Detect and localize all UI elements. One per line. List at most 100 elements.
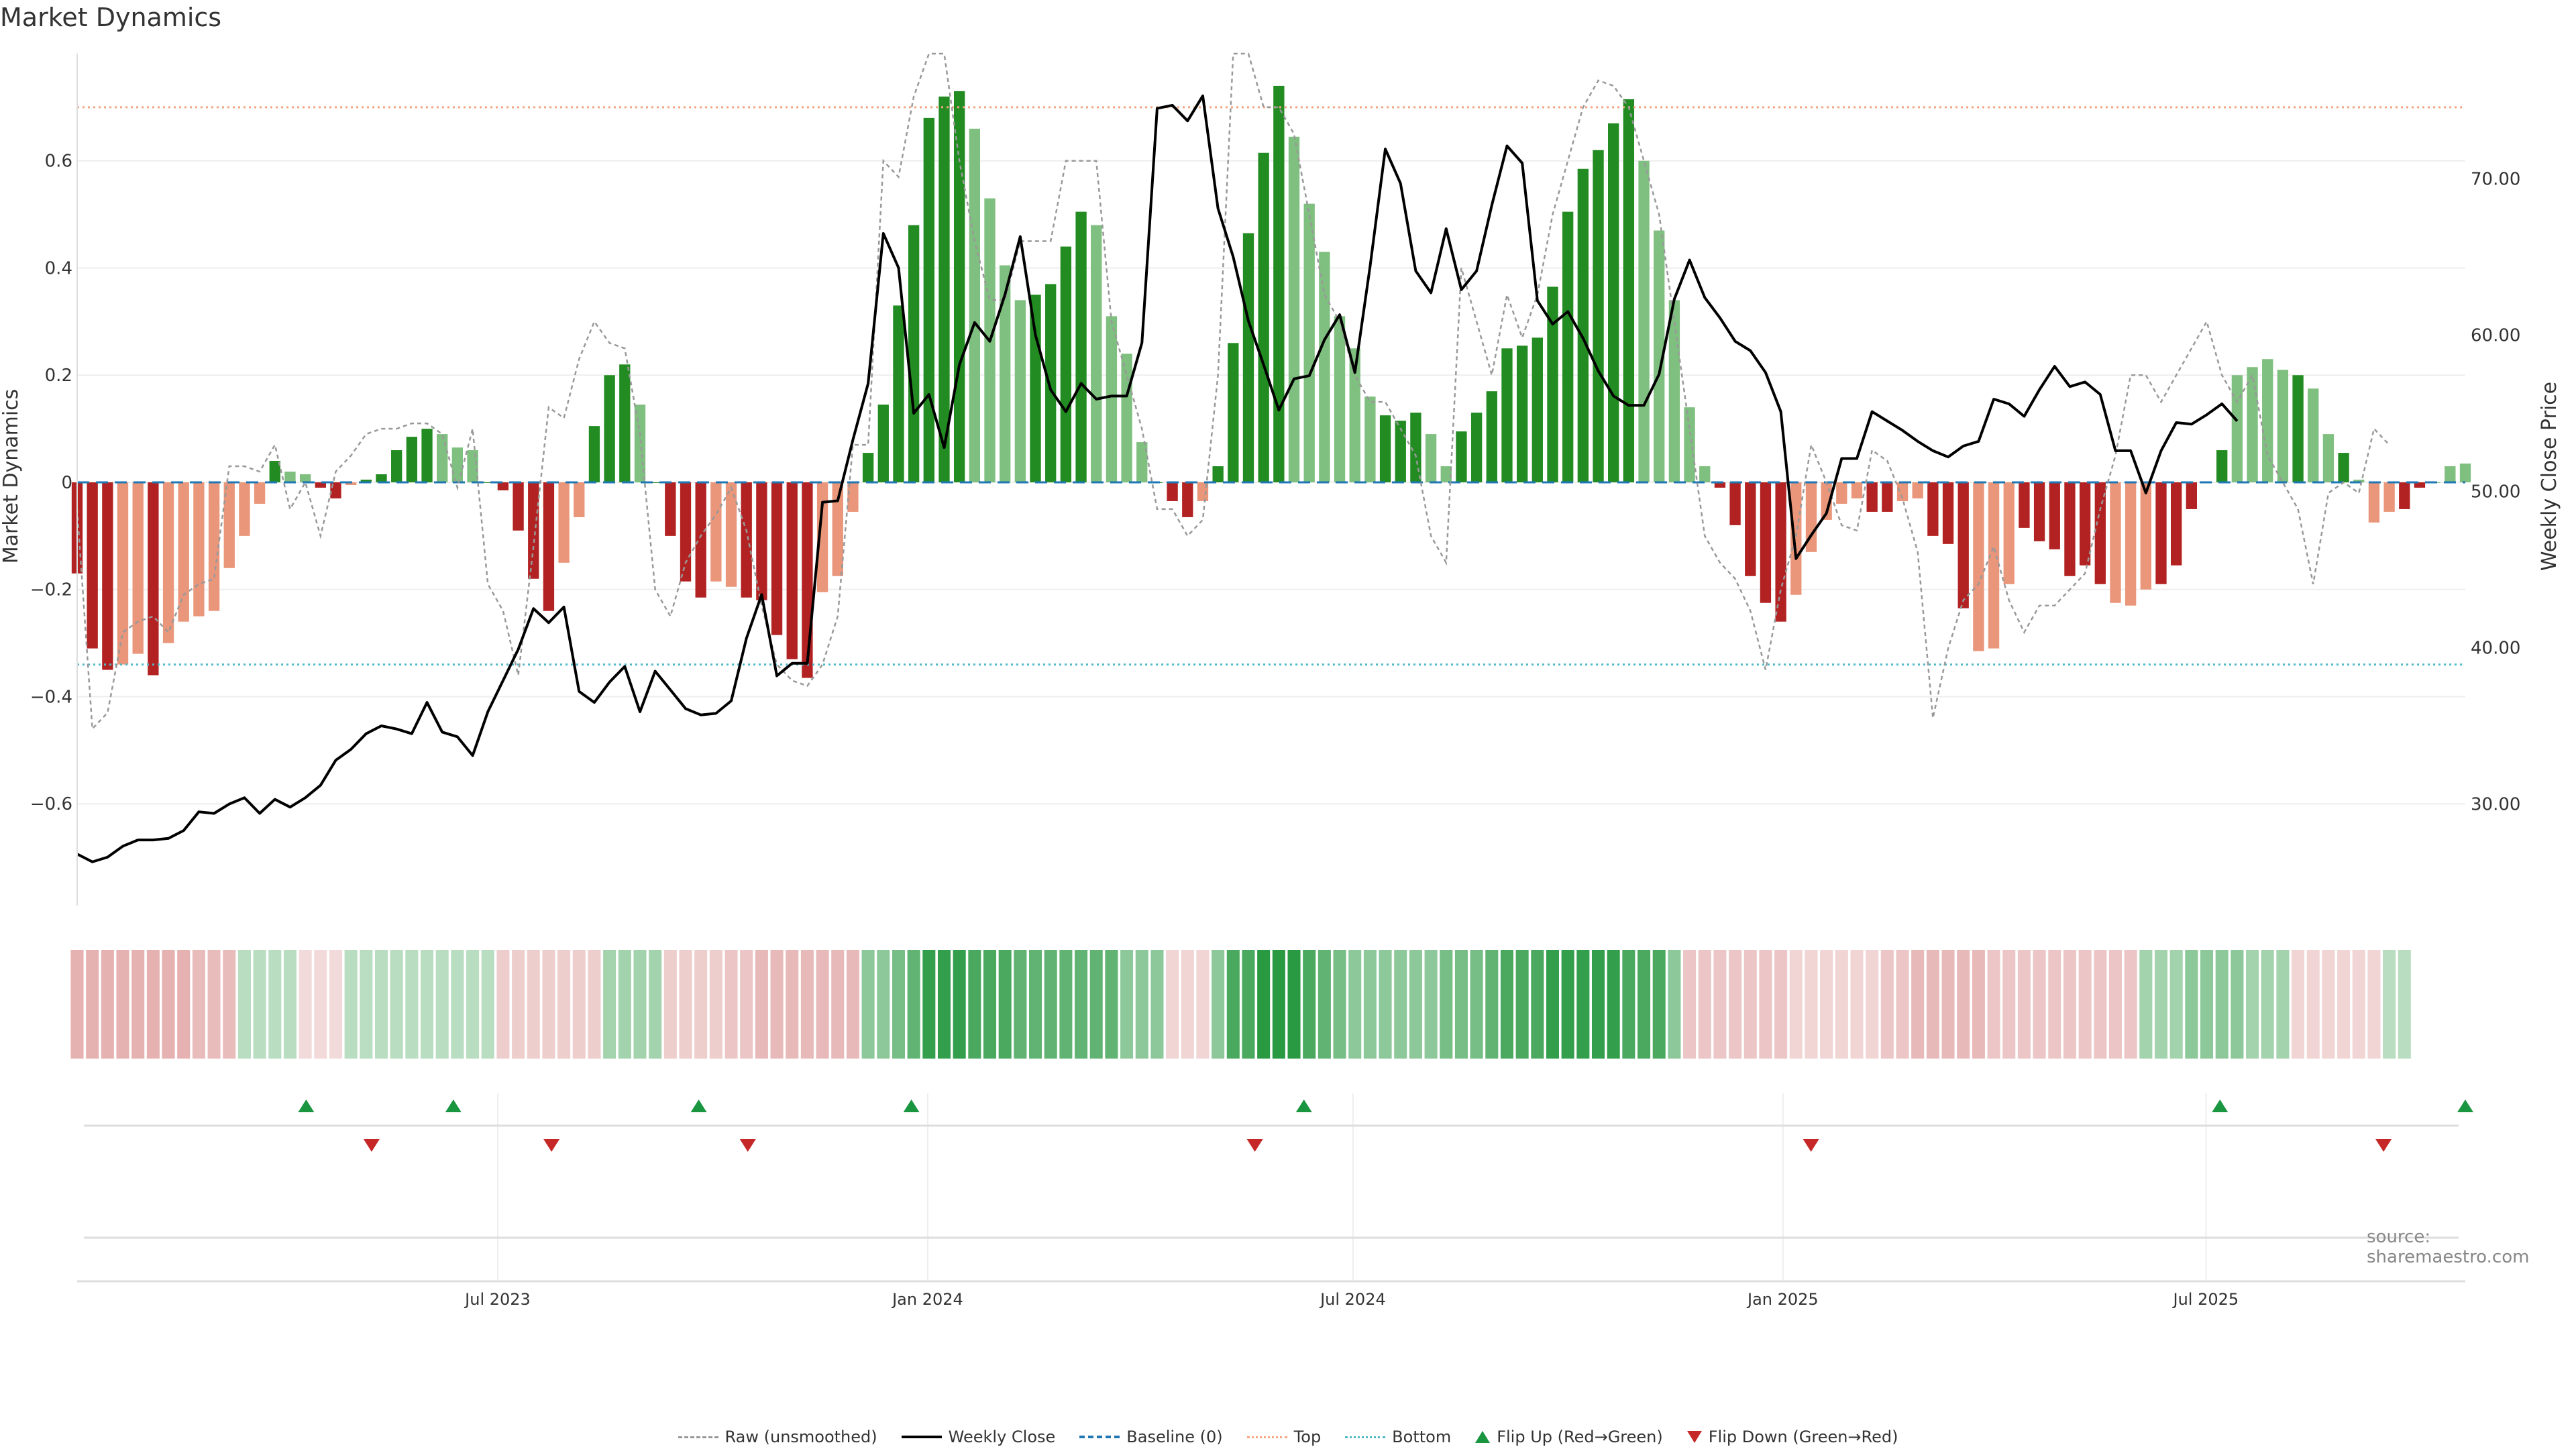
axes — [76, 54, 2465, 1283]
heat-strip-cell — [1379, 950, 1392, 1059]
heat-strip-cell — [1820, 950, 1833, 1059]
dynamics-bar — [451, 447, 464, 482]
heat-strip-cell — [421, 950, 434, 1059]
dynamics-bar — [1106, 316, 1118, 482]
heat-strip-cell — [1303, 950, 1316, 1059]
heat-strip-cell — [207, 950, 221, 1059]
dynamics-bar — [558, 482, 570, 563]
heat-strip-cell — [70, 950, 84, 1059]
dynamics-bar — [1410, 413, 1421, 482]
heat-strip — [70, 950, 2411, 1059]
heat-strip-cell — [922, 950, 936, 1059]
heat-strip-cell — [2017, 950, 2031, 1059]
dynamics-bar — [1395, 421, 1406, 482]
dynamics-bar — [1091, 225, 1102, 482]
dynamics-bar — [1745, 482, 1756, 576]
dynamics-bar — [437, 434, 448, 482]
dynamics-bar — [1470, 413, 1483, 482]
dynamics-bar — [1030, 294, 1041, 482]
heat-strip-cell — [2261, 950, 2274, 1059]
dynamics-bar — [1942, 482, 1954, 544]
dynamics-bar — [1623, 99, 1635, 482]
dynamics-bar — [953, 91, 965, 482]
heat-strip-cell — [2383, 950, 2396, 1059]
flip-down-marker — [1803, 1139, 1819, 1152]
heat-strip-cell — [2231, 950, 2244, 1059]
heat-strip-cell — [1880, 950, 1894, 1059]
dynamics-bar — [2171, 482, 2182, 566]
heat-strip-cell — [2002, 950, 2016, 1059]
dynamics-bar — [360, 480, 372, 482]
dynamics-bars — [71, 85, 2471, 678]
flip-up-marker — [903, 1099, 920, 1112]
heat-strip-cell — [2398, 950, 2411, 1059]
dynamics-bar — [1684, 407, 1695, 482]
dynamics-bar — [1973, 482, 1984, 651]
legend-swatch-bottom — [1345, 1436, 1386, 1438]
dynamics-bar — [1851, 482, 1863, 498]
heat-strip-cell — [2169, 950, 2183, 1059]
heat-strip-cell — [1424, 950, 1438, 1059]
dynamics-bar — [315, 482, 326, 488]
dynamics-bar — [1577, 168, 1589, 482]
dynamics-bar — [87, 482, 98, 649]
flip-up-marker — [2212, 1099, 2229, 1112]
flip-up-marker — [298, 1099, 315, 1112]
chart-title: Market Dynamics — [0, 3, 222, 32]
heat-strip-cell — [481, 950, 494, 1059]
dynamics-bar — [2277, 370, 2289, 482]
dynamics-bar — [2262, 359, 2273, 482]
dynamics-bar — [1775, 482, 1786, 622]
y-tick-label-left: 0.6 — [45, 152, 72, 172]
legend-item-raw: Raw (unsmoothed) — [678, 1428, 877, 1446]
dynamics-bar — [725, 482, 737, 587]
heat-strip-cell — [177, 950, 191, 1059]
heat-strip-cell — [1394, 950, 1407, 1059]
dynamics-bar — [528, 482, 539, 579]
y-tick-label-left: −0.4 — [30, 687, 72, 707]
dynamics-bar — [421, 429, 433, 482]
heat-strip-cell — [466, 950, 480, 1059]
heat-strip-cell — [527, 950, 540, 1059]
dynamics-bar — [1212, 466, 1224, 482]
y-axis-label-right: Weekly Close Price — [2538, 382, 2561, 571]
y-tick-label-left: 0.4 — [45, 258, 72, 278]
dynamics-bar — [710, 482, 722, 582]
heat-strip-cell — [1729, 950, 1742, 1059]
legend-label-flip-up: Flip Up (Red→Green) — [1497, 1428, 1663, 1446]
dynamics-bar — [239, 482, 250, 536]
dynamics-bar — [816, 482, 828, 592]
heat-strip-cell — [816, 950, 829, 1059]
dynamics-bar — [771, 482, 783, 635]
heat-strip-cell — [162, 950, 175, 1059]
dynamics-bar — [2216, 450, 2228, 482]
dynamics-bar — [1258, 152, 1269, 482]
heat-strip-cell — [2108, 950, 2122, 1059]
heat-strip-cell — [86, 950, 99, 1059]
dynamics-bar — [893, 305, 904, 482]
heat-strip-cell — [1485, 950, 1499, 1059]
dynamics-bar — [1608, 123, 1619, 482]
raw-series-line — [76, 52, 2390, 731]
heat-strip-cell — [1333, 950, 1346, 1059]
heat-strip-cell — [101, 950, 114, 1059]
heat-strip-cell — [1196, 950, 1210, 1059]
dynamics-bar — [208, 482, 220, 611]
heat-strip-cell — [223, 950, 236, 1059]
dynamics-bar — [497, 482, 509, 490]
heat-strip-cell — [1835, 950, 1848, 1059]
heat-strip-cell — [1470, 950, 1483, 1059]
dynamics-bar — [1349, 348, 1360, 482]
dynamics-bar — [117, 482, 129, 665]
heat-strip-cell — [953, 950, 966, 1059]
flip-up-marker — [445, 1099, 462, 1112]
heat-strip-cell — [588, 950, 601, 1059]
heat-strip-cell — [1789, 950, 1803, 1059]
dynamics-bar — [1547, 286, 1558, 482]
heat-strip-cell — [892, 950, 905, 1059]
dynamics-bar — [1957, 482, 1969, 608]
heat-strip-cell — [1318, 950, 1331, 1059]
heat-strip-cell — [1926, 950, 1939, 1059]
dynamics-bar — [148, 482, 159, 676]
dynamics-bar — [178, 482, 189, 622]
